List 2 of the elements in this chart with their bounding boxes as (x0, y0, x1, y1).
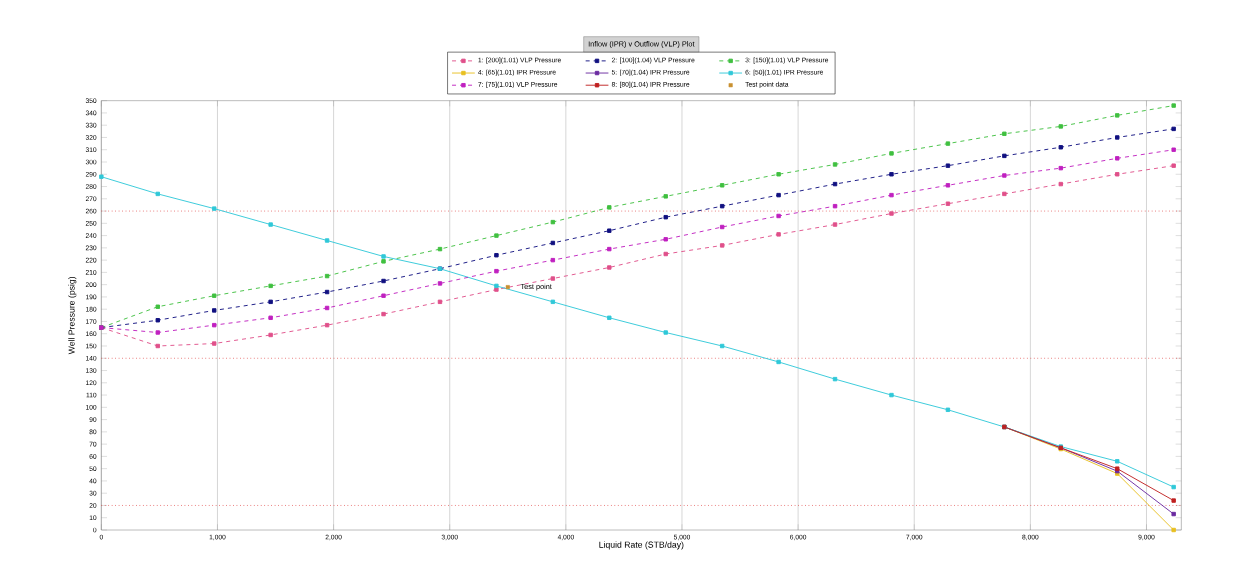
y-axis-title: Well Pressure (psig) (68, 276, 77, 355)
x-axis-title: Liquid Rate (STB/day) (599, 541, 684, 550)
